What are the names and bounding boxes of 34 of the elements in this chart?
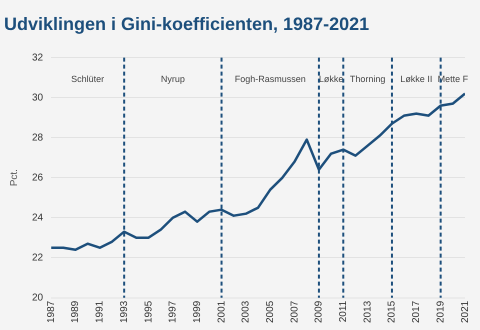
x-tick-label: 1995	[143, 300, 154, 324]
annotation: Løkke II	[400, 74, 432, 84]
chart-title: Udviklingen i Gini-koefficienten, 1987-2021	[4, 14, 370, 34]
annotation: Mette F	[438, 74, 469, 84]
y-axis-title: Pct.	[8, 169, 20, 186]
annotation: Schlüter	[71, 74, 104, 84]
x-tick-label: 1997	[168, 300, 179, 324]
annotation: Thorning	[350, 74, 386, 84]
annotation: Fogh-Rasmussen	[234, 74, 306, 84]
annotation: Nyrup	[160, 74, 185, 84]
x-tick-label: 2021	[460, 300, 471, 324]
x-tick-label: 2009	[314, 300, 325, 324]
x-tick-label: 2013	[362, 300, 374, 324]
y-tick-label: 26	[32, 172, 44, 184]
x-tick-label: 1991	[94, 300, 106, 324]
y-tick-label: 20	[32, 292, 44, 304]
y-tick-label: 24	[32, 212, 44, 224]
y-tick-label: 30	[32, 92, 44, 104]
x-tick-label: 1993	[118, 300, 130, 324]
x-tick-label: 2007	[289, 300, 300, 324]
x-tick-label: 2011	[338, 300, 350, 322]
x-tick-label: 2003	[240, 300, 252, 324]
y-tick-label: 22	[32, 252, 44, 264]
x-tick-label: 1999	[192, 300, 203, 324]
x-tick-label: 2001	[216, 300, 228, 324]
x-tick-label: 1987	[46, 300, 57, 324]
x-tick-label: 2005	[264, 300, 276, 324]
y-tick-label: 32	[32, 52, 44, 64]
annotation: Løkke	[318, 74, 344, 84]
y-tick-label: 28	[32, 132, 44, 144]
x-tick-label: 2015	[386, 300, 398, 324]
x-tick-label: 2019	[435, 300, 446, 324]
x-tick-label: 2017	[411, 300, 422, 324]
x-tick-label: 1989	[70, 300, 82, 324]
